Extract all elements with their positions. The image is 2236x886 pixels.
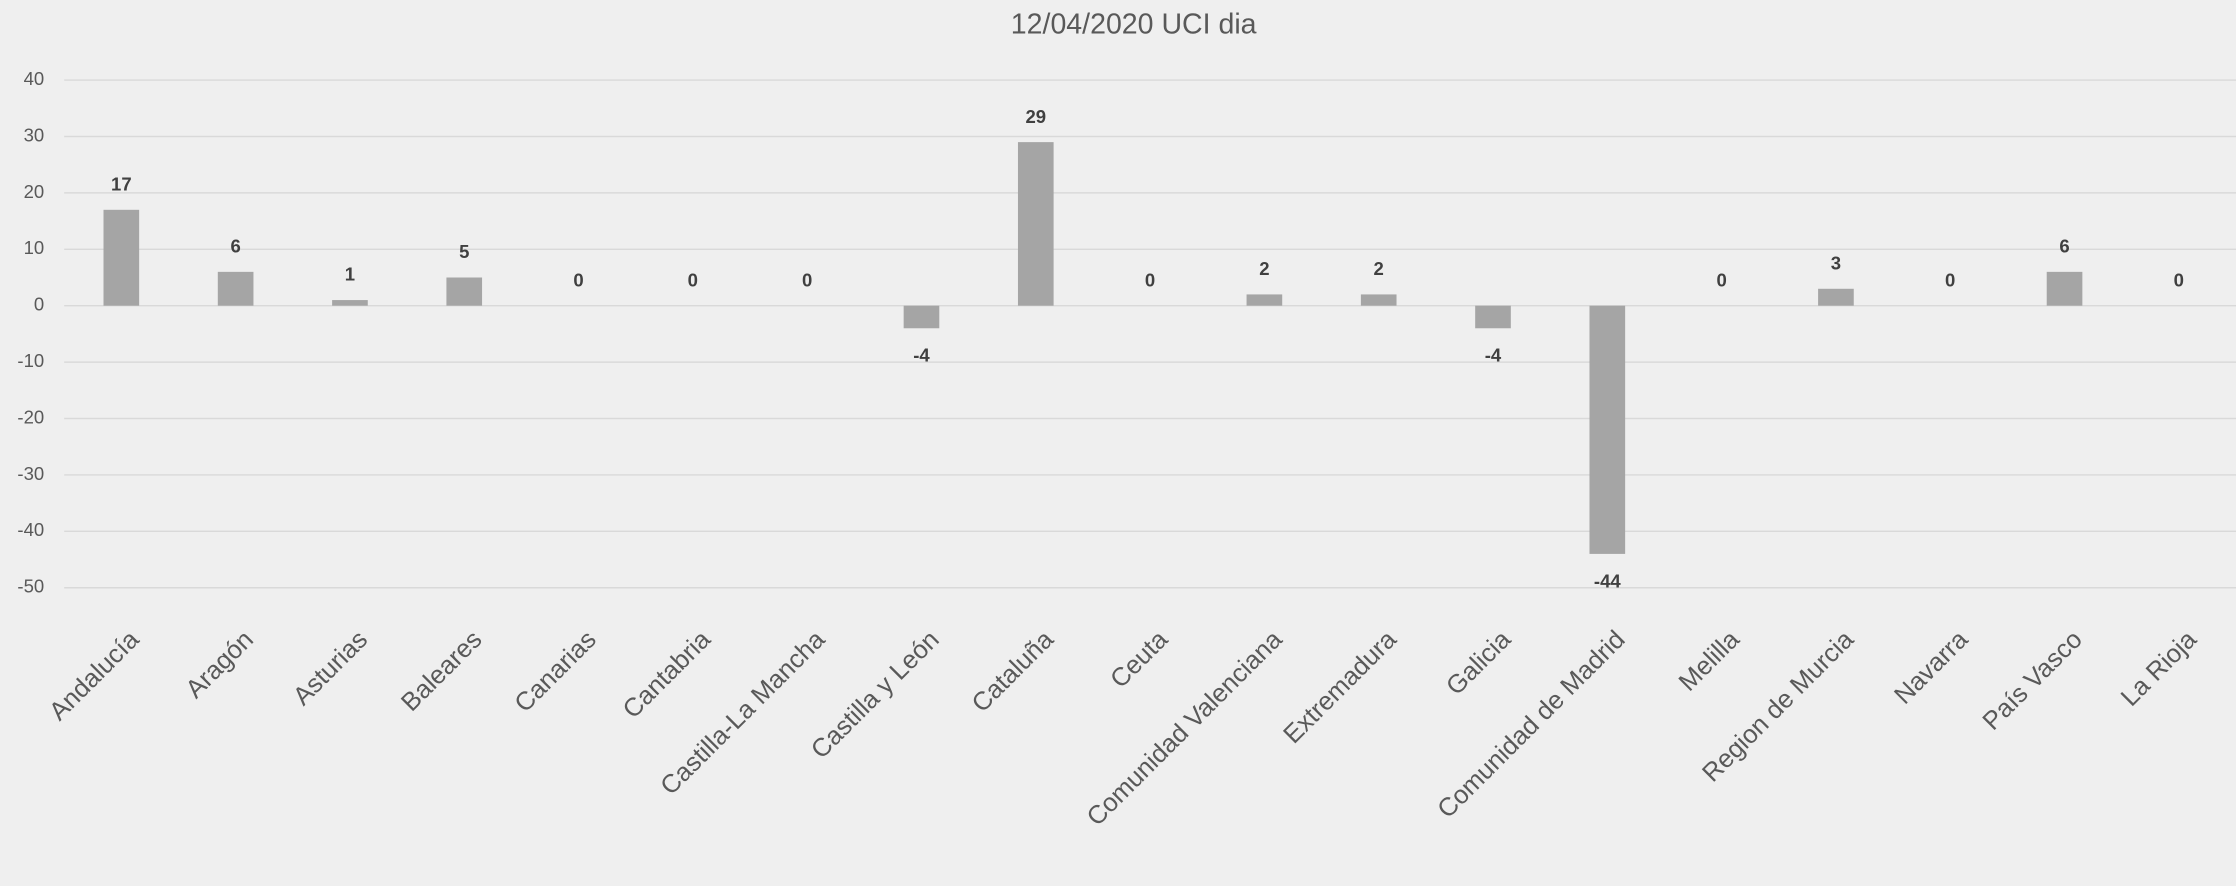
y-tick-label: -10	[17, 350, 44, 371]
value-label: 6	[230, 236, 240, 257]
y-tick-label: -50	[17, 576, 44, 597]
value-label: 6	[2059, 236, 2069, 257]
value-label: -44	[1594, 570, 1621, 591]
bar	[332, 300, 368, 306]
bar	[2046, 271, 2083, 306]
value-label: -4	[913, 345, 930, 366]
y-tick-label: -20	[17, 406, 44, 427]
bar	[103, 209, 140, 306]
value-label: 2	[1259, 258, 1269, 279]
bar	[1589, 305, 1626, 554]
y-tick-label: 10	[24, 237, 45, 258]
y-tick-label: 30	[24, 124, 45, 145]
value-label: 5	[459, 241, 469, 262]
value-label: -4	[1485, 345, 1502, 366]
value-label: 0	[688, 269, 698, 290]
y-tick-label: -30	[17, 463, 44, 484]
bar	[446, 277, 483, 306]
value-label: 29	[1025, 106, 1046, 127]
value-label: 0	[1716, 269, 1726, 290]
value-label: 3	[1831, 252, 1841, 273]
chart-title: 12/04/2020 UCI dia	[1011, 8, 1257, 40]
value-label: 0	[802, 269, 812, 290]
bar	[1246, 294, 1283, 306]
y-tick-label: 20	[24, 181, 45, 202]
bar	[1818, 288, 1854, 306]
value-label: 0	[1145, 269, 1155, 290]
y-tick-label: 40	[24, 68, 45, 89]
bar	[1017, 142, 1054, 306]
bar	[1360, 294, 1397, 306]
value-label: 0	[2174, 269, 2184, 290]
value-label: 2	[1374, 258, 1384, 279]
value-label: 17	[111, 173, 132, 194]
bar	[217, 271, 254, 306]
value-label: 0	[573, 269, 583, 290]
y-tick-label: -40	[17, 519, 44, 540]
y-tick-label: 0	[34, 294, 44, 315]
value-label: 0	[1945, 269, 1955, 290]
bar	[903, 305, 940, 329]
bar	[1475, 305, 1511, 329]
value-label: 1	[345, 264, 355, 285]
